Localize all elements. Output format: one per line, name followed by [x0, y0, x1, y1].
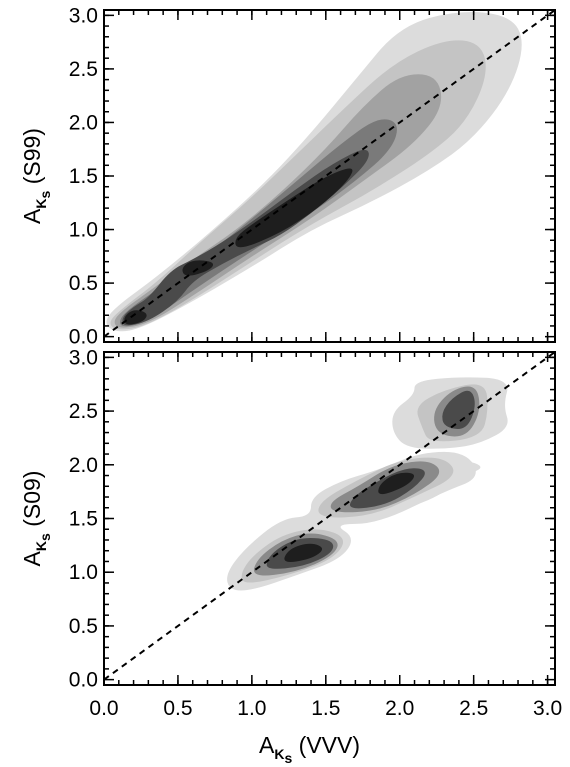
y-tick-label: 3.0: [69, 4, 98, 27]
x-tick-label: 2.0: [385, 697, 414, 720]
y-tick-label: 0.0: [69, 326, 98, 349]
density-contour-5: [124, 310, 147, 325]
chart-panel-bottom: 0.0 0.5 1.0 1.5 2.0 2.5 3.0 0.0 0.5 1.0 1.5 2.0 2.5 3…: [19, 346, 562, 766]
y-tick-label: 2.0: [69, 454, 98, 477]
density-contour-13: [378, 472, 415, 495]
axis-ticks: [103, 10, 555, 342]
x-tick-label: 3.0: [533, 697, 562, 720]
density-contour-7: [235, 168, 353, 248]
x-tick-label: 2.5: [459, 697, 488, 720]
y-tick-label: 2.5: [69, 400, 98, 423]
y-tick-label: 3.0: [69, 346, 98, 369]
y-tick-label: 2.5: [69, 58, 98, 81]
y-tick-label: 0.5: [69, 272, 98, 295]
y-tick-label: 1.0: [69, 561, 98, 584]
one-to-one-line: [104, 10, 555, 338]
x-tick-label: 1.5: [311, 697, 340, 720]
x-tick-label: 1.0: [237, 697, 266, 720]
y-tick-label: 1.5: [69, 165, 98, 188]
plot-area: [104, 352, 555, 681]
density-contour-11: [442, 390, 475, 429]
y-axis-label: AKs (S99): [19, 128, 53, 224]
plot-area: [104, 10, 555, 338]
y-tick-label: 1.5: [69, 508, 98, 531]
one-to-one-line: [104, 352, 555, 681]
x-axis-label: AKs (VVV): [259, 732, 360, 766]
x-tick-label: 0.0: [89, 697, 118, 720]
x-tick-label: 0.5: [163, 697, 192, 720]
y-tick-label: 0.5: [69, 615, 98, 638]
axis-ticks: [103, 352, 555, 685]
y-tick-label: 0.0: [69, 669, 98, 692]
chart-panel-top: 0.0 0.5 1.0 1.5 2.0 2.5 3.0 AKs (S99): [19, 4, 556, 349]
y-axis-label: AKs (S09): [19, 471, 53, 567]
y-tick-label: 1.0: [69, 219, 98, 242]
y-tick-label: 2.0: [69, 111, 98, 134]
density-contour-12: [284, 543, 323, 562]
